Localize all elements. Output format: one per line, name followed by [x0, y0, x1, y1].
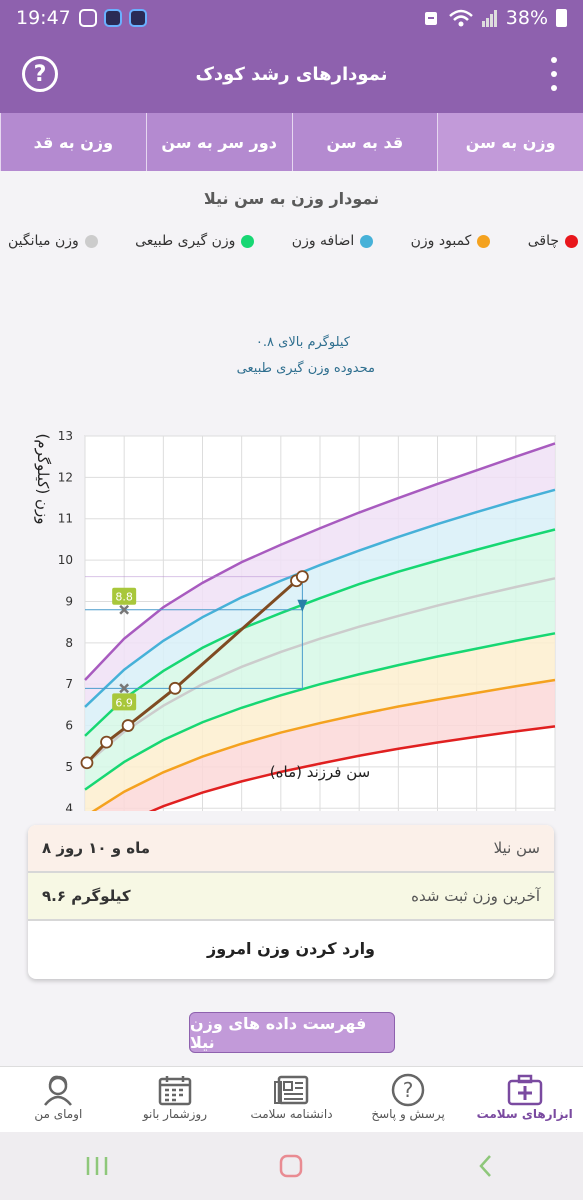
- range-arrow: [297, 599, 308, 612]
- marker-label: 6.9: [115, 696, 133, 709]
- back-button[interactable]: [471, 1151, 501, 1181]
- battery-percent: 38%: [505, 6, 548, 29]
- weight-list-button[interactable]: فهرست داده های وزن نیلا: [189, 1012, 395, 1053]
- app-notification-icon: [128, 8, 147, 27]
- app-notification-icon: [103, 8, 122, 27]
- back-icon: [479, 1155, 491, 1177]
- newspaper-icon: [272, 1073, 312, 1107]
- medical-kit-icon: [505, 1073, 545, 1107]
- y-tick-label: 7: [65, 677, 73, 691]
- wifi-icon: [448, 9, 473, 26]
- age-value: ۸ ماه و ۱۰ روز: [42, 839, 151, 857]
- percentile-curve: [84, 528, 556, 737]
- chart-tabs: وزن به سن قد به سن دور سر به سن وزن به ق…: [0, 113, 583, 171]
- chart-legend: چاقی کمبود وزن اضافه وزن وزن گیری طبیعی …: [8, 233, 578, 249]
- nav-questions[interactable]: ? پرسش و پاسخ: [350, 1067, 467, 1132]
- home-button[interactable]: [276, 1151, 306, 1181]
- marker-label: 8.8: [115, 591, 133, 604]
- chart-band: [85, 489, 555, 736]
- chart-band: [93, 680, 555, 811]
- child-info-card: سن نیلا ۸ ماه و ۱۰ روز آخرین وزن ثبت شده…: [28, 825, 554, 979]
- y-axis-label: وزن (کیلوگرم): [34, 433, 52, 524]
- battery-icon: [556, 8, 567, 27]
- status-time: 19:47: [16, 6, 71, 29]
- percentile-curve: [91, 678, 556, 811]
- nav-health-tools[interactable]: ابزارهای سلامت: [466, 1067, 583, 1132]
- y-tick-label: 4: [65, 801, 73, 811]
- y-tick-label: 12: [58, 470, 73, 484]
- child-weight-point: [121, 719, 135, 732]
- tab-height-for-age[interactable]: قد به سن: [291, 113, 438, 171]
- tab-weight-for-height[interactable]: وزن به قد: [0, 113, 146, 171]
- legend-dot: [84, 234, 98, 248]
- legend-item-obesity: چاقی: [528, 233, 578, 249]
- weight-for-age-chart: 8.86.9 234567891011121314234567891011121…: [34, 334, 556, 811]
- chart-title: نمودار وزن به سن نیلا: [203, 189, 380, 208]
- y-tick-label: 8: [65, 636, 73, 650]
- app-bar: ? نمودارهای رشد کودک: [0, 35, 583, 113]
- alarm-icon: [424, 11, 437, 25]
- y-tick-label: 10: [58, 553, 73, 567]
- enter-today-weight-button[interactable]: وارد کردن وزن امروز: [207, 938, 375, 958]
- tab-weight-for-age[interactable]: وزن به سن: [437, 113, 583, 171]
- legend-item-average: وزن میانگین: [8, 233, 98, 249]
- help-button[interactable]: ?: [22, 56, 58, 92]
- nav-calendar[interactable]: روزشمار بانو: [117, 1067, 234, 1132]
- last-weight-label: آخرین وزن ثبت شده: [411, 887, 540, 905]
- chart-annotation-line1: ۰.۸ کیلوگرم بالای: [256, 334, 351, 350]
- legend-dot: [564, 234, 578, 248]
- y-tick-label: 9: [65, 594, 73, 608]
- legend-dot: [477, 234, 491, 248]
- percentile-curve: [84, 577, 556, 766]
- nav-profile[interactable]: اومای من: [0, 1067, 117, 1132]
- child-weight-point: [295, 570, 309, 584]
- age-label: سن نیلا: [493, 839, 540, 857]
- weight-row: آخرین وزن ثبت شده ۹.۶ کیلوگرم: [28, 873, 554, 921]
- percentile-curve: [84, 488, 556, 708]
- x-axis-label: سن فرزند (ماه): [270, 763, 370, 781]
- chart-band: [85, 443, 555, 707]
- marker-badge: [112, 693, 137, 711]
- recent-apps-icon: [86, 1157, 108, 1175]
- legend-item-normal: وزن گیری طبیعی: [135, 233, 255, 249]
- user-icon: [38, 1073, 78, 1107]
- y-tick-label: 13: [58, 429, 73, 443]
- status-bar: 19:47 38%: [0, 0, 583, 35]
- y-tick-label: 5: [65, 760, 73, 774]
- legend-item-underweight: کمبود وزن: [411, 233, 491, 249]
- percentile-curve: [84, 632, 556, 791]
- range-marker: [119, 683, 130, 694]
- tab-head-for-age[interactable]: دور سر به سن: [145, 113, 292, 171]
- range-marker: [119, 604, 130, 615]
- chart-annotation-line2: محدوده وزن گیری طبیعی: [237, 360, 375, 376]
- nav-encyclopedia[interactable]: دانشنامه سلامت: [233, 1067, 350, 1132]
- y-tick-label: 11: [58, 512, 73, 526]
- recent-apps-button[interactable]: [82, 1151, 112, 1181]
- legend-dot: [360, 234, 374, 248]
- question-icon: ?: [33, 61, 47, 87]
- child-weight-point: [168, 681, 182, 695]
- svg-text:?: ?: [403, 1078, 414, 1102]
- instagram-icon: [78, 8, 97, 27]
- percentile-curve: [148, 725, 556, 811]
- percentile-curve: [84, 442, 556, 681]
- age-row: سن نیلا ۸ ماه و ۱۰ روز: [28, 825, 554, 873]
- last-weight-value: ۹.۶ کیلوگرم: [42, 887, 131, 905]
- home-icon: [280, 1154, 303, 1178]
- child-weight-point: [100, 735, 113, 749]
- calendar-icon: [155, 1073, 195, 1107]
- app-title: نمودارهای رشد کودک: [195, 63, 388, 85]
- signal-icon: [481, 9, 497, 27]
- marker-badge: [112, 587, 137, 605]
- child-weight-point: [80, 756, 94, 770]
- system-navigation-bar: [0, 1132, 583, 1200]
- overflow-menu-button[interactable]: [549, 57, 559, 91]
- main-content: نمودار وزن به سن نیلا چاقی کمبود وزن اضا…: [0, 171, 583, 1066]
- question-icon: ?: [388, 1073, 428, 1107]
- bottom-navigation: ابزارهای سلامت ? پرسش و پاسخ دانشنامه سل…: [0, 1066, 583, 1132]
- legend-item-overweight: اضافه وزن: [292, 233, 374, 249]
- chart-band: [85, 529, 555, 765]
- legend-dot: [241, 234, 255, 248]
- y-tick-label: 6: [65, 719, 73, 733]
